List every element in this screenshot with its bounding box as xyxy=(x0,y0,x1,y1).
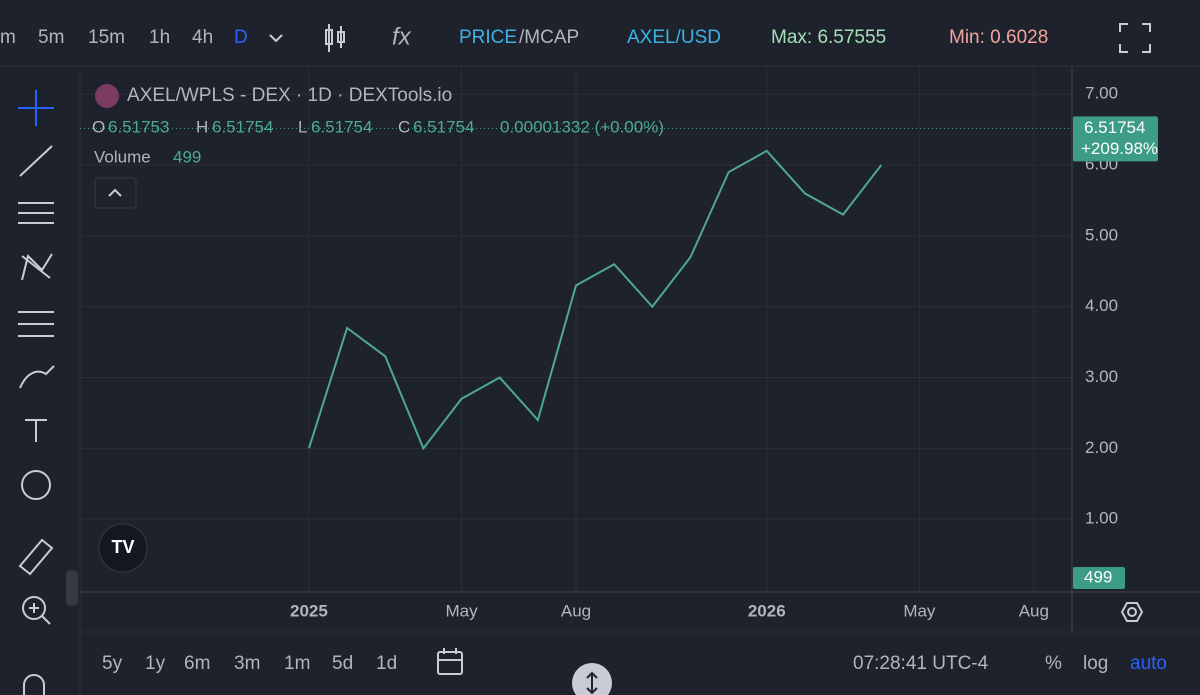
pair-toggle[interactable]: AXEL/USD xyxy=(627,27,721,48)
range[interactable]: 1m xyxy=(284,653,310,674)
collapse-button[interactable] xyxy=(94,177,137,209)
x-tick-label: May xyxy=(445,601,478,620)
x-tick-label: Aug xyxy=(561,601,591,620)
ohlc-value: 6.51754 xyxy=(212,117,273,136)
price-line xyxy=(307,149,883,451)
token-logo xyxy=(95,84,119,108)
ohlc-label: C xyxy=(398,117,410,136)
x-tick-label: Aug xyxy=(1019,601,1049,620)
ohlc-change: 0.00001332 (+0.00%) xyxy=(500,117,664,136)
ohlc-label: O xyxy=(92,117,105,136)
tradingview-logo[interactable] xyxy=(98,523,148,573)
range[interactable]: 5y xyxy=(102,653,123,674)
interval-active[interactable]: D xyxy=(234,27,248,48)
dropdown-icon[interactable] xyxy=(269,34,283,43)
last-price-box xyxy=(1073,116,1158,162)
max-price: Max: 6.57555 xyxy=(771,27,886,48)
drawing-tools[interactable] xyxy=(18,90,55,695)
y-tick-label: 3.00 xyxy=(1085,367,1118,386)
auto-toggle[interactable]: auto xyxy=(1130,653,1167,674)
x-tick-label: 2025 xyxy=(290,601,328,620)
y-tick-label: 1.00 xyxy=(1085,509,1118,528)
ohlc-value: 6.51753 xyxy=(108,117,169,136)
clock: 07:28:41 UTC-4 xyxy=(853,653,989,674)
scrollbar[interactable] xyxy=(66,570,78,606)
range[interactable]: 1y xyxy=(145,653,166,674)
ohlc-label: H xyxy=(196,117,208,136)
interval[interactable]: m xyxy=(0,27,16,48)
candles-icon[interactable] xyxy=(325,24,345,52)
volume-label: Volume xyxy=(94,147,151,166)
legend-title: AXEL/WPLS - DEX · 1D · DEXTools.io xyxy=(127,85,452,106)
interval[interactable]: 4h xyxy=(192,27,213,48)
date-range-icon[interactable] xyxy=(437,648,463,675)
min-price: Min: 0.6028 xyxy=(949,27,1048,48)
last-change-label: +209.98% xyxy=(1081,139,1158,158)
y-tick-label: 4.00 xyxy=(1085,296,1118,315)
y-tick-label: 2.00 xyxy=(1085,438,1118,457)
ohlc-value: 6.51754 xyxy=(311,117,372,136)
mcap-toggle[interactable]: /MCAP xyxy=(519,27,579,48)
x-tick-label: May xyxy=(903,601,936,620)
range[interactable]: 1d xyxy=(376,653,397,674)
ohlc-label: L xyxy=(298,117,307,136)
indicators-icon[interactable]: fx xyxy=(392,23,412,50)
price-toggle[interactable]: PRICE xyxy=(459,27,517,48)
ohlc-value: 6.51754 xyxy=(413,117,474,136)
y-tick-label: 5.00 xyxy=(1085,225,1118,244)
settings-icon[interactable] xyxy=(1120,602,1144,622)
range[interactable]: 6m xyxy=(184,653,210,674)
percent-toggle[interactable]: % xyxy=(1045,653,1062,674)
volume-value: 499 xyxy=(173,147,201,166)
y-tick-label: 7.00 xyxy=(1085,84,1118,103)
fullscreen-icon[interactable] xyxy=(1119,23,1151,53)
scroll-handle-icon xyxy=(586,671,598,695)
volume-box xyxy=(1073,567,1125,589)
volume-label: 499 xyxy=(1084,567,1112,586)
x-tick-label: 2026 xyxy=(748,601,786,620)
last-price-label: 6.51754 xyxy=(1084,118,1145,137)
log-toggle[interactable]: log xyxy=(1083,653,1108,674)
tradingview-logo-text: TV xyxy=(111,537,134,557)
interval[interactable]: 5m xyxy=(38,27,64,48)
collapse-icon[interactable] xyxy=(108,188,122,197)
range[interactable]: 3m xyxy=(234,653,260,674)
range[interactable]: 5d xyxy=(332,653,353,674)
ohlc-legend: O 6.51753 H 6.51754 L 6.51754 C 6.51754 … xyxy=(92,117,664,136)
interval[interactable]: 15m xyxy=(88,27,125,48)
interval[interactable]: 1h xyxy=(149,27,170,48)
